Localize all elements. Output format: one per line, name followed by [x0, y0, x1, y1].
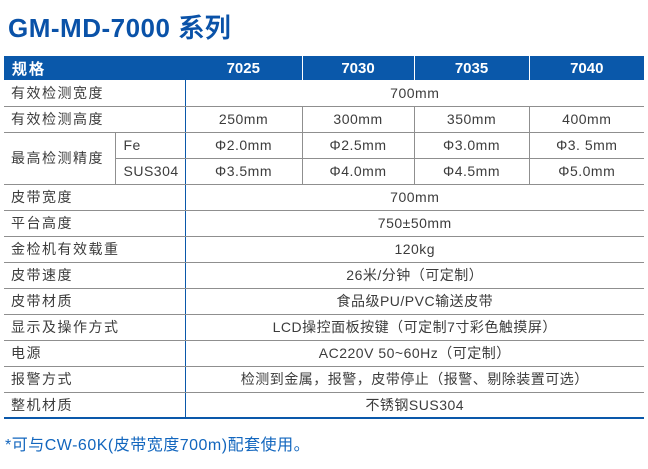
cell-7035: 350mm [413, 106, 530, 133]
compatibility-footnote: *可与CW-60K(皮带宽度700m)配套使用。 [5, 437, 311, 454]
spec-table: 规格 7025 7030 7035 7040 有效检测宽度 700mm 有效检测… [4, 56, 645, 419]
table-row-precision-fe: 最高检测精度 Fe Φ2.0mm Φ2.5mm Φ3.0mm Φ3. 5mm [4, 132, 645, 185]
row-value: 26米/分钟（可定制） [184, 262, 645, 289]
header-cell-spec: 规格 [4, 56, 186, 80]
table-row-display-operation: 显示及操作方式 LCD操控面板按键（可定制7寸彩色触摸屏） [4, 314, 645, 341]
row-value: AC220V 50~60Hz（可定制） [184, 340, 645, 367]
row-label: 皮带材质 [4, 288, 186, 315]
row-label: 平台高度 [4, 210, 186, 237]
row-group-label: 最高检测精度 [4, 132, 115, 185]
row-label: 有效检测高度 [4, 106, 186, 133]
row-value: 700mm [184, 80, 645, 107]
page-title: GM-MD-7000 系列 [8, 13, 232, 43]
table-row-detection-width: 有效检测宽度 700mm [4, 80, 645, 107]
header-cell-model-7025: 7025 [185, 56, 303, 80]
cell-7030: Φ2.5mm [301, 132, 415, 159]
sub-row-label-sus304: SUS304 [114, 158, 186, 185]
row-label: 金检机有效载重 [4, 236, 186, 263]
row-value: 不锈钢SUS304 [184, 392, 645, 419]
table-row-alarm-mode: 报警方式 检测到金属，报警，皮带停止（报警、剔除装置可选） [4, 366, 645, 393]
row-label: 有效检测宽度 [4, 80, 186, 107]
table-row-belt-width: 皮带宽度 700mm [4, 184, 645, 211]
table-row-platform-height: 平台高度 750±50mm [4, 210, 645, 237]
row-value: LCD操控面板按键（可定制7寸彩色触摸屏） [184, 314, 645, 341]
row-value: 检测到金属，报警，皮带停止（报警、剔除装置可选） [184, 366, 645, 393]
table-row-belt-speed: 皮带速度 26米/分钟（可定制） [4, 262, 645, 289]
cell-7040: Φ3. 5mm [528, 132, 645, 159]
row-label: 皮带宽度 [4, 184, 186, 211]
cell-7040: Φ5.0mm [528, 158, 645, 185]
table-row-machine-material: 整机材质 不锈钢SUS304 [4, 392, 645, 419]
row-value: 食品级PU/PVC输送皮带 [184, 288, 645, 315]
cell-7035: Φ3.0mm [413, 132, 530, 159]
row-value: 120kg [184, 236, 645, 263]
cell-7030: 300mm [301, 106, 415, 133]
row-value: 700mm [184, 184, 645, 211]
cell-7025: Φ2.0mm [184, 132, 303, 159]
row-label: 报警方式 [4, 366, 186, 393]
cell-7040: 400mm [528, 106, 645, 133]
table-row-power: 电源 AC220V 50~60Hz（可定制） [4, 340, 645, 367]
row-value: 750±50mm [184, 210, 645, 237]
cell-7025: Φ3.5mm [184, 158, 303, 185]
header-cell-model-7040: 7040 [528, 56, 645, 80]
table-row-belt-material: 皮带材质 食品级PU/PVC输送皮带 [4, 288, 645, 315]
table-row-load-capacity: 金检机有效载重 120kg [4, 236, 645, 263]
row-label: 显示及操作方式 [4, 314, 186, 341]
cell-7035: Φ4.5mm [413, 158, 530, 185]
table-row-precision-sus304: SUS304 Φ3.5mm Φ4.0mm Φ4.5mm Φ5.0mm [4, 158, 645, 185]
row-label: 电源 [4, 340, 186, 367]
header-cell-model-7030: 7030 [301, 56, 415, 80]
header-cell-model-7035: 7035 [413, 56, 530, 80]
cell-7030: Φ4.0mm [301, 158, 415, 185]
cell-7025: 250mm [184, 106, 303, 133]
row-label: 整机材质 [4, 392, 186, 419]
sub-row-label-fe: Fe [114, 132, 186, 159]
table-header-row: 规格 7025 7030 7035 7040 [4, 56, 645, 80]
table-row-detection-height: 有效检测高度 250mm 300mm 350mm 400mm [4, 106, 645, 133]
row-label: 皮带速度 [4, 262, 186, 289]
